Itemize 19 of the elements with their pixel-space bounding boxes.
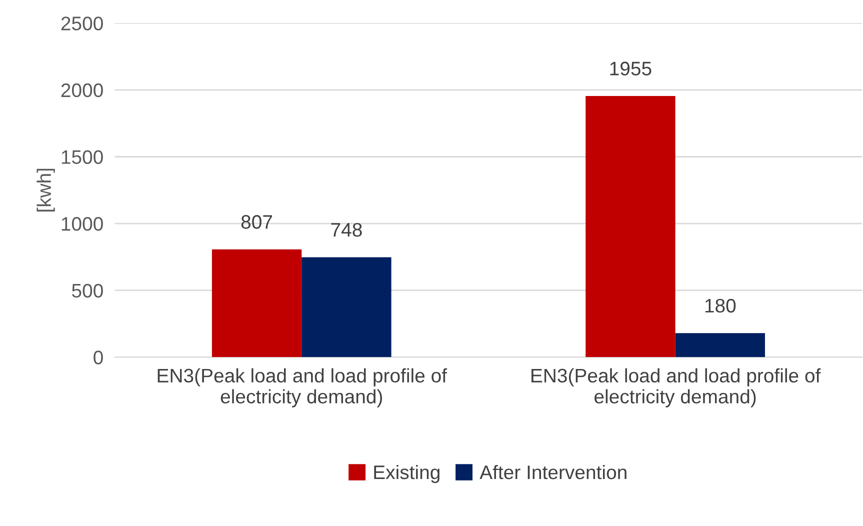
y-tick-label: 0 <box>94 350 103 364</box>
bar <box>302 257 392 358</box>
data-label: 180 <box>705 298 736 313</box>
data-label: 1955 <box>610 62 652 76</box>
y-tick-label: 2000 <box>61 83 103 98</box>
data-label: 748 <box>331 222 362 237</box>
y-tick-label: 500 <box>72 284 103 298</box>
legend-label: Existing <box>374 464 440 484</box>
data-label: 807 <box>241 215 272 229</box>
y-tick-label: 1000 <box>62 217 103 231</box>
x-tick-label: EN3(Peak load and load profile of electricity demand) <box>532 368 821 408</box>
x-tick-label: EN3(Peak load and load profile of electricity demand) <box>158 368 448 408</box>
y-tick-label: 1500 <box>62 150 103 164</box>
bar <box>586 96 676 358</box>
y-tick-label: 2500 <box>61 16 103 30</box>
legend-label: After Intervention <box>480 464 626 480</box>
bar <box>212 249 302 358</box>
y-axis-title: [kwh] <box>36 168 55 212</box>
bar <box>675 333 765 358</box>
